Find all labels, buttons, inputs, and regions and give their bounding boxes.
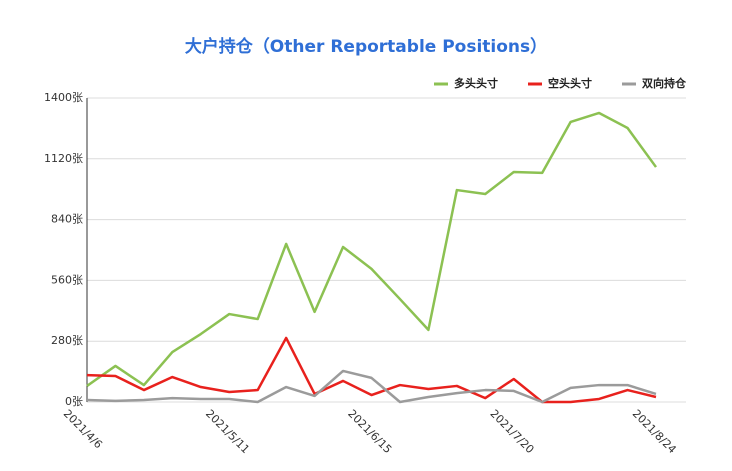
data-line xyxy=(86,111,658,387)
y-tick-label: 0张 xyxy=(65,395,83,408)
y-tick-label: 280张 xyxy=(51,334,83,347)
x-tick-label: 2021/7/20 xyxy=(488,407,537,456)
legend-label: 双向持仓 xyxy=(642,76,687,90)
data-line xyxy=(86,336,657,404)
x-tick-label: 2021/6/15 xyxy=(345,407,394,456)
x-tick-label: 2021/5/11 xyxy=(203,407,252,456)
y-tick-label: 560张 xyxy=(51,273,83,286)
y-tick-label: 1400张 xyxy=(44,91,83,104)
chart-title: 大户持仓（Other Reportable Positions） xyxy=(185,36,547,57)
legend-label: 多头头寸 xyxy=(454,76,498,90)
x-tick-label: 2021/8/24 xyxy=(630,407,679,456)
data-line xyxy=(86,369,657,404)
x-tick-label: 2021/4/6 xyxy=(61,407,105,451)
y-tick-label: 840张 xyxy=(51,213,83,226)
legend-label: 空头头寸 xyxy=(548,76,592,90)
y-tick-label: 1120张 xyxy=(44,152,83,165)
